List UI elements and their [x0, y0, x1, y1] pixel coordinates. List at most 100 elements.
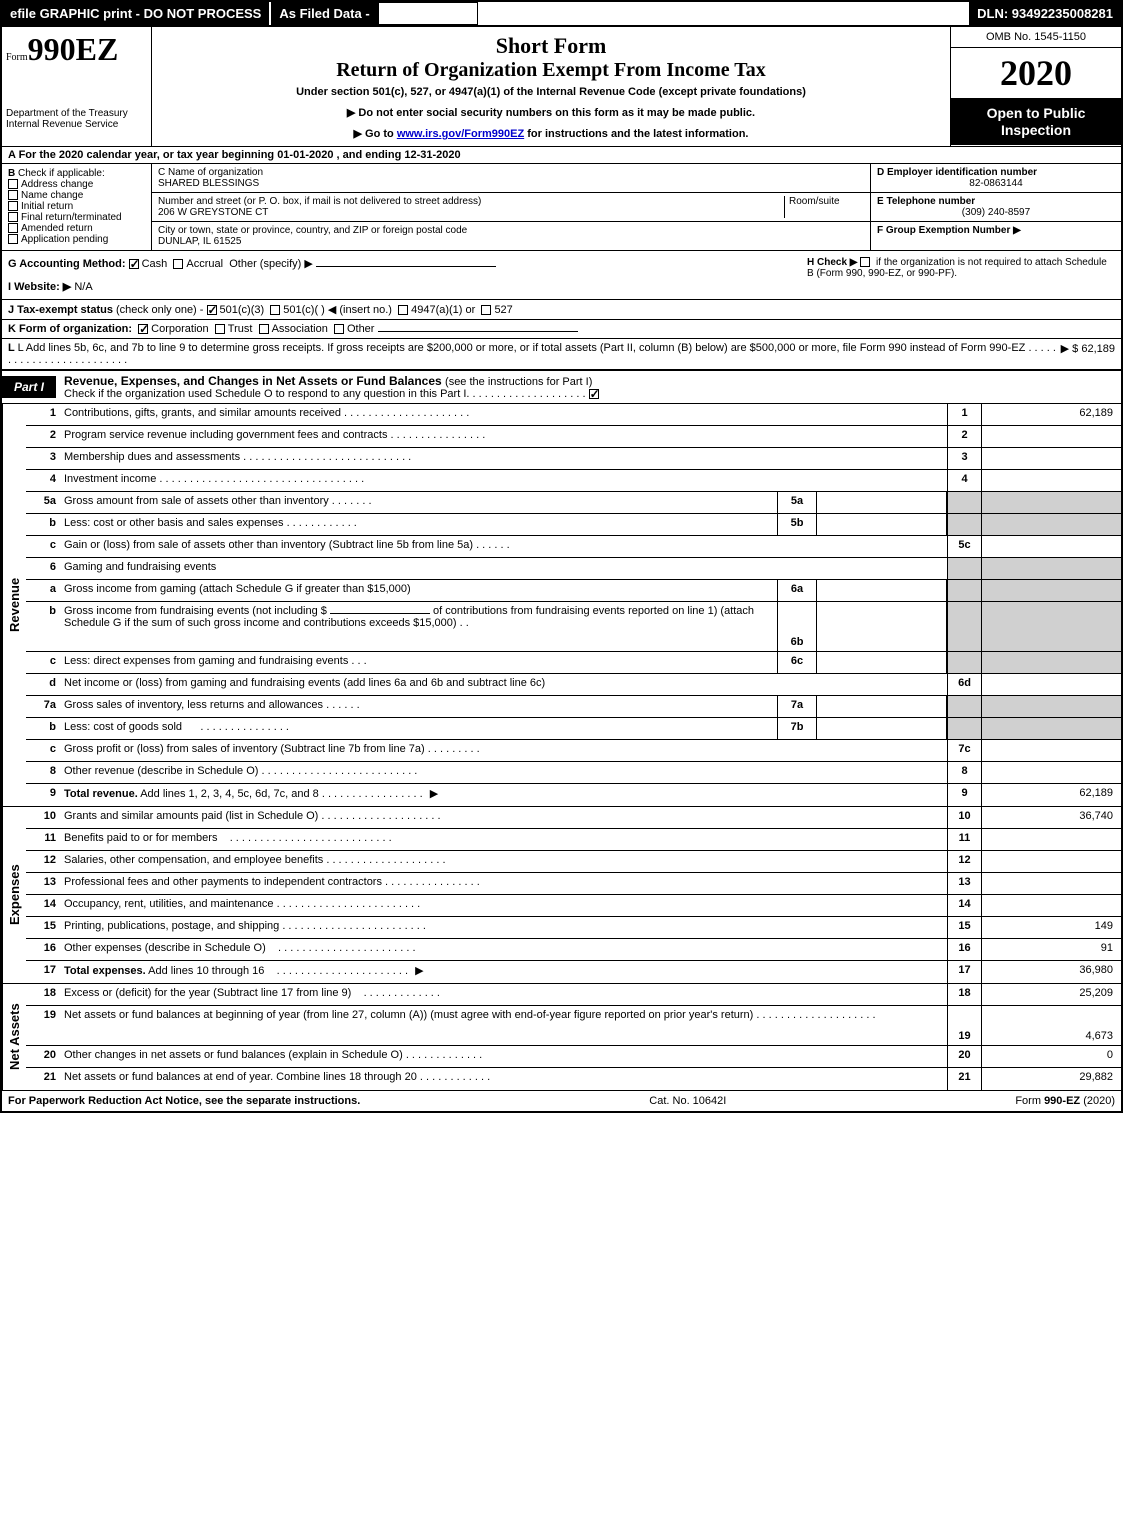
- line-5a: 5a Gross amount from sale of assets othe…: [26, 492, 1121, 514]
- ln19-box: 19: [947, 1006, 981, 1045]
- c-city: DUNLAP, IL 61525: [158, 236, 864, 247]
- page-footer: For Paperwork Reduction Act Notice, see …: [2, 1090, 1121, 1111]
- ln3-val: [981, 448, 1121, 469]
- ln8-text: Other revenue (describe in Schedule O): [64, 765, 258, 777]
- ln15-text: Printing, publications, postage, and shi…: [64, 920, 279, 932]
- ln10-val: 36,740: [981, 807, 1121, 828]
- ln6a-num: a: [26, 580, 60, 601]
- j-opt1: 501(c)(3): [220, 304, 265, 316]
- ln18-text: Excess or (deficit) for the year (Subtra…: [64, 987, 351, 999]
- ln5b-num: b: [26, 514, 60, 535]
- b-opt-3: Final return/terminated: [21, 212, 122, 223]
- ln19-num: 19: [26, 1006, 60, 1045]
- ln16-text: Other expenses (describe in Schedule O): [64, 942, 266, 954]
- ln7c-box: 7c: [947, 740, 981, 761]
- g-other-blank[interactable]: [316, 266, 496, 267]
- tax-year: 2020: [951, 48, 1121, 99]
- ln16-box: 16: [947, 939, 981, 960]
- ln7a-sub: 7a: [777, 696, 817, 717]
- top-bar: efile GRAPHIC print - DO NOT PROCESS As …: [2, 2, 1121, 27]
- ln5a-sval: [817, 492, 947, 513]
- ln15-box: 15: [947, 917, 981, 938]
- ln6d-box: 6d: [947, 674, 981, 695]
- chk-h[interactable]: [860, 257, 870, 267]
- part1-check-text: Check if the organization used Schedule …: [64, 388, 466, 400]
- l-value: ▶ $ 62,189: [1061, 342, 1115, 366]
- f-row: F Group Exemption Number ▶: [871, 222, 1121, 239]
- ln10-text: Grants and similar amounts paid (list in…: [64, 810, 318, 822]
- line-2: 2 Program service revenue including gove…: [26, 426, 1121, 448]
- chk-501c[interactable]: [270, 305, 280, 315]
- form-header: Form990EZ Department of the Treasury Int…: [2, 27, 1121, 147]
- ln5a-num: 5a: [26, 492, 60, 513]
- chk-527[interactable]: [481, 305, 491, 315]
- k-opt-2: Association: [272, 323, 328, 335]
- chk-address-change[interactable]: [8, 179, 18, 189]
- chk-initial-return[interactable]: [8, 201, 18, 211]
- dln-number: DLN: 93492235008281: [969, 2, 1121, 25]
- chk-trust[interactable]: [215, 324, 225, 334]
- ln13-val: [981, 873, 1121, 894]
- ln7a-val-shade: [981, 696, 1121, 717]
- line-20: 20 Other changes in net assets or fund b…: [26, 1046, 1121, 1068]
- section-gh: G Accounting Method: Cash Accrual Other …: [2, 251, 1121, 300]
- ln15-desc: Printing, publications, postage, and shi…: [60, 917, 947, 938]
- ln1-val: 62,189: [981, 404, 1121, 425]
- chk-501c3[interactable]: [207, 305, 217, 315]
- ln21-desc: Net assets or fund balances at end of ye…: [60, 1068, 947, 1090]
- ln7c-desc: Gross profit or (loss) from sales of inv…: [60, 740, 947, 761]
- d-ein: 82-0863144: [877, 178, 1115, 189]
- chk-name-change[interactable]: [8, 190, 18, 200]
- chk-other-org[interactable]: [334, 324, 344, 334]
- chk-application-pending[interactable]: [8, 234, 18, 244]
- l-text: L Add lines 5b, 6c, and 7b to line 9 to …: [18, 342, 1026, 354]
- chk-corp[interactable]: [138, 324, 148, 334]
- chk-4947[interactable]: [398, 305, 408, 315]
- ln6b-num: b: [26, 602, 60, 651]
- sidelabel-netassets: Net Assets: [2, 984, 26, 1090]
- ln6b-val-shade: [981, 602, 1121, 651]
- asfiled-label: As Filed Data -: [269, 2, 377, 25]
- ln7b-num: b: [26, 718, 60, 739]
- header-mid: Short Form Return of Organization Exempt…: [152, 27, 951, 146]
- chk-accrual[interactable]: [173, 259, 183, 269]
- dept-irs: Internal Revenue Service: [6, 119, 147, 130]
- chk-cash[interactable]: [129, 259, 139, 269]
- line-9: 9 Total revenue. Add lines 1, 2, 3, 4, 5…: [26, 784, 1121, 806]
- ln8-box: 8: [947, 762, 981, 783]
- netassets-section: Net Assets 18 Excess or (deficit) for th…: [2, 983, 1121, 1090]
- ln6a-desc: Gross income from gaming (attach Schedul…: [60, 580, 777, 601]
- k-other-blank[interactable]: [378, 331, 578, 332]
- b-opt-0: Address change: [21, 179, 93, 190]
- ln11-box: 11: [947, 829, 981, 850]
- ln7b-sval: [817, 718, 947, 739]
- form-id: Form990EZ: [6, 31, 147, 68]
- col-b: B Check if applicable: Address change Na…: [2, 164, 152, 250]
- ln6c-val-shade: [981, 652, 1121, 673]
- ln15-num: 15: [26, 917, 60, 938]
- omb-number: OMB No. 1545-1150: [951, 27, 1121, 48]
- ln6c-num: c: [26, 652, 60, 673]
- tri-icon-17: ▶: [415, 964, 423, 977]
- irs-link[interactable]: www.irs.gov/Form990EZ: [397, 128, 524, 140]
- line-7a: 7a Gross sales of inventory, less return…: [26, 696, 1121, 718]
- ln16-val: 91: [981, 939, 1121, 960]
- chk-amended-return[interactable]: [8, 223, 18, 233]
- ln8-desc: Other revenue (describe in Schedule O) .…: [60, 762, 947, 783]
- ln5a-sub: 5a: [777, 492, 817, 513]
- ln6b-blank[interactable]: [330, 613, 430, 614]
- chk-part1-schedO[interactable]: [589, 389, 599, 399]
- form-page: efile GRAPHIC print - DO NOT PROCESS As …: [0, 0, 1123, 1113]
- ln11-val: [981, 829, 1121, 850]
- part1-title: Revenue, Expenses, and Changes in Net As…: [56, 371, 610, 403]
- chk-assoc[interactable]: [259, 324, 269, 334]
- line-10: 10 Grants and similar amounts paid (list…: [26, 807, 1121, 829]
- e-row: E Telephone number (309) 240-8597: [871, 193, 1121, 222]
- ln9-val: 62,189: [981, 784, 1121, 806]
- chk-final-return[interactable]: [8, 212, 18, 222]
- line-7b: b Less: cost of goods sold . . . . . . .…: [26, 718, 1121, 740]
- footer-left: For Paperwork Reduction Act Notice, see …: [8, 1095, 360, 1107]
- j-opt2: 501(c)( ) ◀ (insert no.): [283, 304, 392, 316]
- ln6d-desc: Net income or (loss) from gaming and fun…: [60, 674, 947, 695]
- ln20-val: 0: [981, 1046, 1121, 1067]
